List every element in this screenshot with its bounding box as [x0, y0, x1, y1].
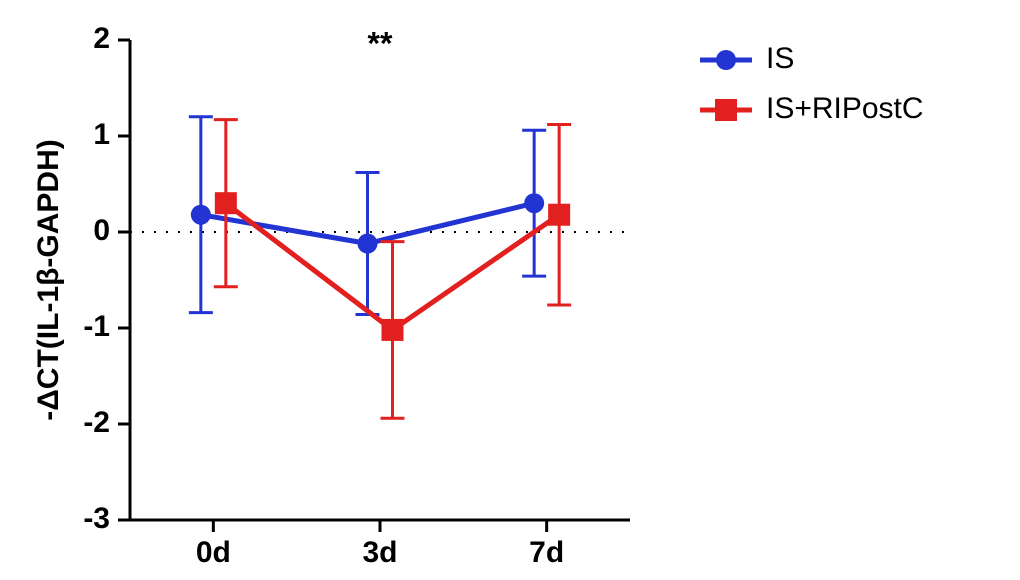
- chart-container: -3 -2 -1 0 1 2 -ΔCT(IL-1β-GAPDH) 0d 3d 7d ** IS IS+R…: [0, 0, 1020, 580]
- x-tick-label: 7d: [529, 536, 564, 569]
- x-tick-label: 0d: [196, 536, 231, 569]
- y-axis-label: -ΔCT(IL-1β-GAPDH): [32, 139, 65, 421]
- legend-swatch-marker: [716, 50, 736, 70]
- y-tick-label: 2: [93, 22, 110, 55]
- legend-label: IS: [766, 42, 794, 75]
- y-tick-label: 0: [93, 214, 110, 247]
- data-point: [191, 205, 211, 225]
- data-point: [382, 319, 404, 341]
- y-tick-label: -1: [83, 310, 110, 343]
- data-point: [358, 234, 378, 254]
- data-point: [524, 193, 544, 213]
- legend-swatch-marker: [715, 99, 737, 121]
- significance-annotation: **: [368, 25, 393, 61]
- y-tick-label: 1: [93, 118, 110, 151]
- legend-label: IS+RIPostC: [766, 92, 924, 125]
- x-tick-label: 3d: [362, 536, 397, 569]
- y-tick-label: -2: [83, 406, 110, 439]
- data-point: [215, 192, 237, 214]
- chart-svg: -3 -2 -1 0 1 2 -ΔCT(IL-1β-GAPDH) 0d 3d 7d ** IS IS+R…: [0, 0, 1020, 580]
- data-point: [548, 204, 570, 226]
- y-tick-label: -3: [83, 502, 110, 535]
